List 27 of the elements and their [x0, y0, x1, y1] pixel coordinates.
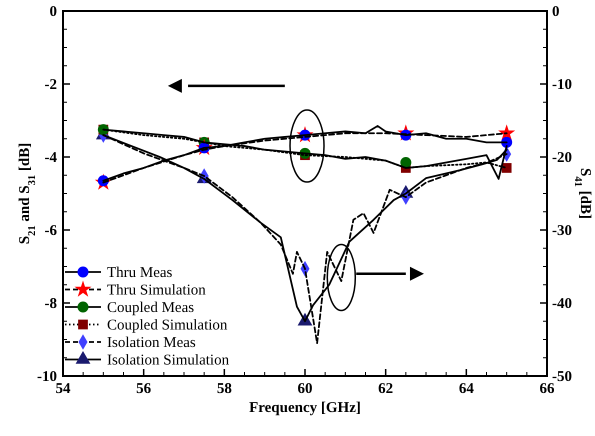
legend-label: Coupled Simulation: [107, 318, 228, 334]
y-tick-label: -6: [44, 223, 58, 239]
y2-tick-label: -10: [552, 77, 572, 93]
y2-tick-label: 0: [552, 4, 560, 20]
y2-tick-label: -40: [552, 296, 572, 312]
legend-label: Thru Meas: [107, 265, 173, 281]
legend-label: Thru Simulation: [107, 282, 206, 298]
x-tick-label: 56: [136, 381, 152, 397]
y-tick-label: -2: [44, 77, 57, 93]
x-tick-label: 64: [458, 381, 474, 397]
point: [400, 156, 412, 168]
x-axis-title: Frequency [GHz]: [249, 400, 361, 416]
legend-label: Coupled Meas: [107, 300, 194, 316]
y2-tick-label: -20: [552, 150, 572, 166]
legend-label: Isolation Meas: [107, 335, 196, 351]
y-tick-label: -10: [37, 369, 57, 385]
x-tick-label: 60: [298, 381, 312, 397]
y-tick-label: 0: [50, 4, 57, 20]
y-tick-label: -8: [44, 296, 57, 312]
y2-tick-label: -50: [552, 369, 572, 385]
x-tick-label: 54: [56, 381, 71, 397]
y-tick-label: -4: [44, 150, 58, 166]
x-tick-label: 62: [378, 381, 394, 397]
x-tick-label: 58: [216, 381, 232, 397]
y2-tick-label: -30: [552, 223, 572, 239]
legend-label: Isolation Simulation: [107, 352, 230, 368]
x-tick-label: 66: [540, 381, 555, 397]
